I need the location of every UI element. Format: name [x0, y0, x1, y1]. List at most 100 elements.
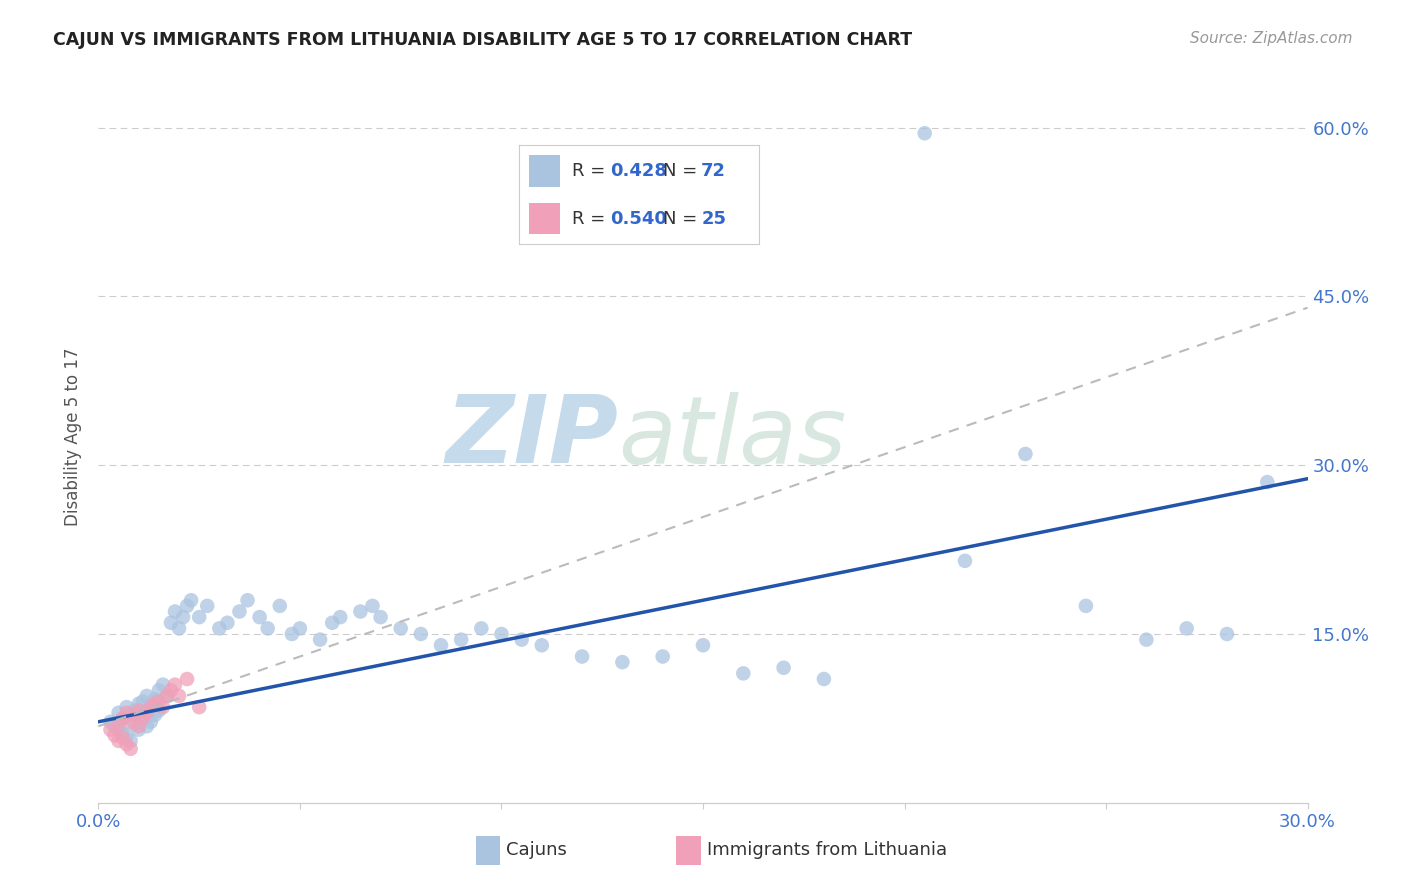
Point [128, 723, 150, 737]
Point [152, 678, 174, 692]
Point [530, 638, 553, 652]
Point [269, 599, 291, 613]
Point [128, 704, 150, 718]
Point [124, 704, 146, 718]
Point [1074, 599, 1097, 613]
Point [1216, 627, 1239, 641]
Point [450, 632, 472, 647]
Point [100, 714, 122, 729]
FancyBboxPatch shape [529, 155, 560, 186]
Point [389, 621, 412, 635]
FancyBboxPatch shape [529, 202, 560, 235]
Point [491, 627, 513, 641]
Point [361, 599, 384, 613]
Point [180, 593, 202, 607]
Point [195, 599, 218, 613]
Text: 25: 25 [702, 210, 725, 227]
Point [772, 661, 794, 675]
Point [132, 694, 155, 708]
Point [163, 678, 186, 692]
Point [107, 723, 129, 737]
Point [370, 610, 392, 624]
Point [148, 694, 170, 708]
Point [1175, 621, 1198, 635]
Y-axis label: Disability Age 5 to 17: Disability Age 5 to 17 [65, 348, 83, 526]
Point [132, 711, 155, 725]
Point [139, 700, 162, 714]
Point [208, 621, 231, 635]
Text: Source: ZipAtlas.com: Source: ZipAtlas.com [1189, 31, 1353, 46]
Point [612, 655, 634, 669]
Point [430, 638, 453, 652]
Point [249, 610, 271, 624]
Point [510, 632, 533, 647]
Text: ZIP: ZIP [446, 391, 619, 483]
Text: N =: N = [662, 161, 703, 179]
Text: atlas: atlas [619, 392, 846, 483]
Point [176, 599, 198, 613]
Point [176, 672, 198, 686]
Point [281, 627, 304, 641]
Text: 72: 72 [702, 161, 725, 179]
Point [1014, 447, 1036, 461]
Point [128, 719, 150, 733]
Point [167, 689, 190, 703]
Point [188, 700, 211, 714]
Point [143, 697, 166, 711]
Point [143, 708, 166, 723]
Point [236, 593, 259, 607]
Point [148, 683, 170, 698]
Point [107, 706, 129, 720]
Point [132, 711, 155, 725]
Point [1256, 475, 1278, 489]
Point [288, 621, 311, 635]
Point [914, 126, 936, 140]
Point [120, 734, 142, 748]
Point [152, 700, 174, 714]
Point [139, 714, 162, 729]
Point [111, 726, 134, 740]
Point [172, 610, 194, 624]
Point [111, 711, 134, 725]
Point [217, 615, 239, 630]
Point [571, 649, 593, 664]
Text: CAJUN VS IMMIGRANTS FROM LITHUANIA DISABILITY AGE 5 TO 17 CORRELATION CHART: CAJUN VS IMMIGRANTS FROM LITHUANIA DISAB… [53, 31, 912, 49]
Text: R =: R = [572, 161, 610, 179]
Point [470, 621, 492, 635]
Text: 0.428: 0.428 [610, 161, 666, 179]
Point [160, 683, 183, 698]
Point [111, 711, 134, 725]
Text: Cajuns: Cajuns [506, 841, 567, 859]
Point [188, 610, 211, 624]
Point [733, 666, 755, 681]
Point [167, 621, 190, 635]
Point [124, 717, 146, 731]
Text: R =: R = [572, 210, 610, 227]
Point [813, 672, 835, 686]
Point [100, 723, 122, 737]
Point [120, 714, 142, 729]
Point [143, 692, 166, 706]
Point [120, 741, 142, 756]
Point [115, 737, 138, 751]
Point [103, 719, 125, 733]
Point [135, 719, 157, 733]
Point [139, 700, 162, 714]
Point [115, 706, 138, 720]
Point [1135, 632, 1157, 647]
Point [128, 697, 150, 711]
Text: Immigrants from Lithuania: Immigrants from Lithuania [707, 841, 946, 859]
Point [692, 638, 714, 652]
Point [135, 706, 157, 720]
Point [329, 610, 352, 624]
Point [115, 728, 138, 742]
Text: N =: N = [662, 210, 703, 227]
Point [135, 689, 157, 703]
Point [115, 700, 138, 714]
Point [256, 621, 278, 635]
Point [156, 689, 179, 703]
FancyBboxPatch shape [475, 836, 501, 865]
Point [107, 734, 129, 748]
Point [953, 554, 976, 568]
Point [309, 632, 332, 647]
